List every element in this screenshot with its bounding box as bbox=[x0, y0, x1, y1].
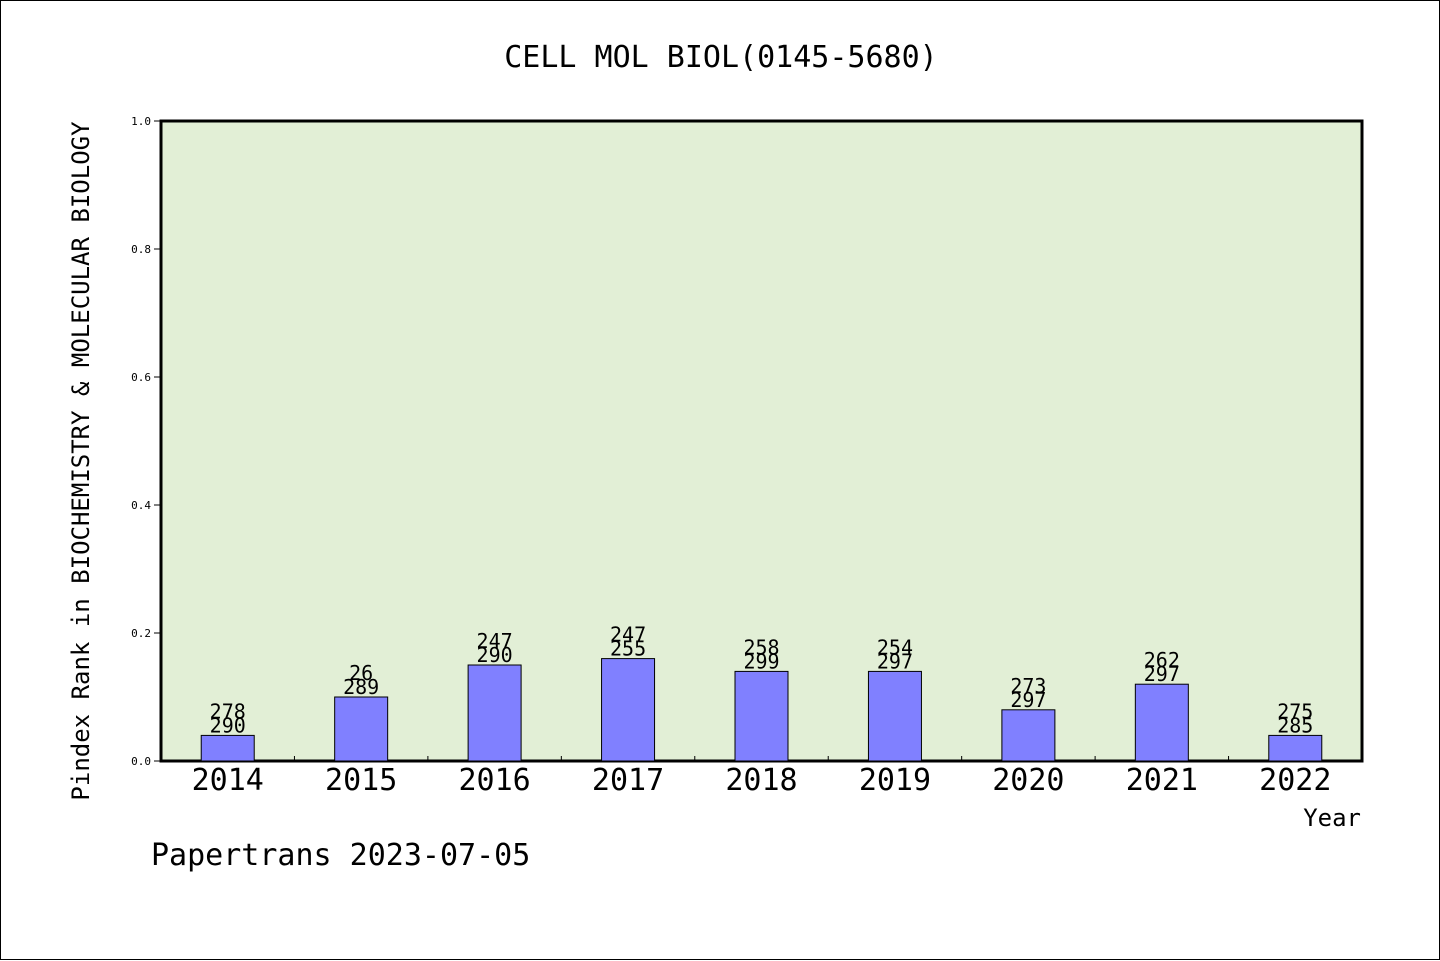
bar-series bbox=[200, 658, 1323, 762]
x-tick-label: 2015 bbox=[325, 763, 397, 798]
y-axis-label: Pindex Rank in BIOCHEMISTRY & MOLECULAR … bbox=[67, 121, 95, 801]
bar-total-label: 255 bbox=[610, 637, 646, 661]
bar-total-label: 290 bbox=[477, 643, 513, 667]
x-tick-label: 2016 bbox=[458, 763, 530, 798]
x-tick-label: 2022 bbox=[1259, 763, 1331, 798]
bar-rank-label: 275 bbox=[1277, 699, 1313, 723]
bar-2021 bbox=[1134, 683, 1189, 762]
chart-title: CELL MOL BIOL(0145-5680) bbox=[504, 40, 937, 75]
x-tick-label: 2020 bbox=[992, 763, 1064, 798]
y-tick-label: 0.4 bbox=[131, 499, 151, 512]
x-tick-label: 2019 bbox=[859, 763, 931, 798]
x-tick-label: 2017 bbox=[592, 763, 664, 798]
bar-total-label: 299 bbox=[743, 649, 779, 673]
bar-rank-label: 258 bbox=[743, 635, 779, 659]
bar-2016 bbox=[467, 664, 522, 762]
bar-rank-label: 26 bbox=[349, 661, 373, 685]
bar-total-label: 289 bbox=[343, 675, 379, 699]
y-tick-label: 0.8 bbox=[131, 243, 151, 256]
bar-rank-label: 247 bbox=[610, 623, 646, 647]
bar-2014 bbox=[200, 734, 255, 762]
y-tick-label: 0.0 bbox=[131, 755, 151, 768]
x-tick-label: 2021 bbox=[1126, 763, 1198, 798]
bar-rank-label: 278 bbox=[210, 699, 246, 723]
y-tick-label: 0.6 bbox=[131, 371, 151, 384]
x-axis: 2014 2015 2016 2017 2018 2019 2020 2021 2022 bbox=[192, 756, 1331, 798]
bar-total-label: 285 bbox=[1277, 713, 1313, 737]
footer-credit: Papertrans 2023-07-05 bbox=[151, 838, 530, 873]
bar-rank-label: 273 bbox=[1010, 674, 1046, 698]
x-axis-label: Year bbox=[1303, 804, 1361, 832]
bar-2018 bbox=[734, 670, 789, 762]
bar-total-label: 297 bbox=[877, 649, 913, 673]
plot-area bbox=[159, 119, 1364, 763]
bar-2022 bbox=[1268, 734, 1323, 762]
y-tick-label: 1.0 bbox=[131, 115, 151, 128]
bar-total-label: 290 bbox=[210, 713, 246, 737]
bar-2019 bbox=[867, 670, 922, 762]
bar-2020 bbox=[1001, 709, 1056, 762]
bar-rank-label: 254 bbox=[877, 635, 913, 659]
bar-rank-label: 247 bbox=[477, 629, 513, 653]
bar-2017 bbox=[601, 658, 656, 762]
bar-rank-label: 262 bbox=[1144, 648, 1180, 672]
y-axis: 0.0 0.2 0.4 0.6 0.8 1.0 bbox=[131, 115, 161, 768]
bar-total-label: 297 bbox=[1144, 662, 1180, 686]
bar-2015 bbox=[334, 696, 389, 762]
bar-total-label: 297 bbox=[1010, 688, 1046, 712]
y-tick-label: 0.2 bbox=[131, 627, 151, 640]
x-tick-label: 2014 bbox=[192, 763, 264, 798]
x-tick-label: 2018 bbox=[725, 763, 797, 798]
